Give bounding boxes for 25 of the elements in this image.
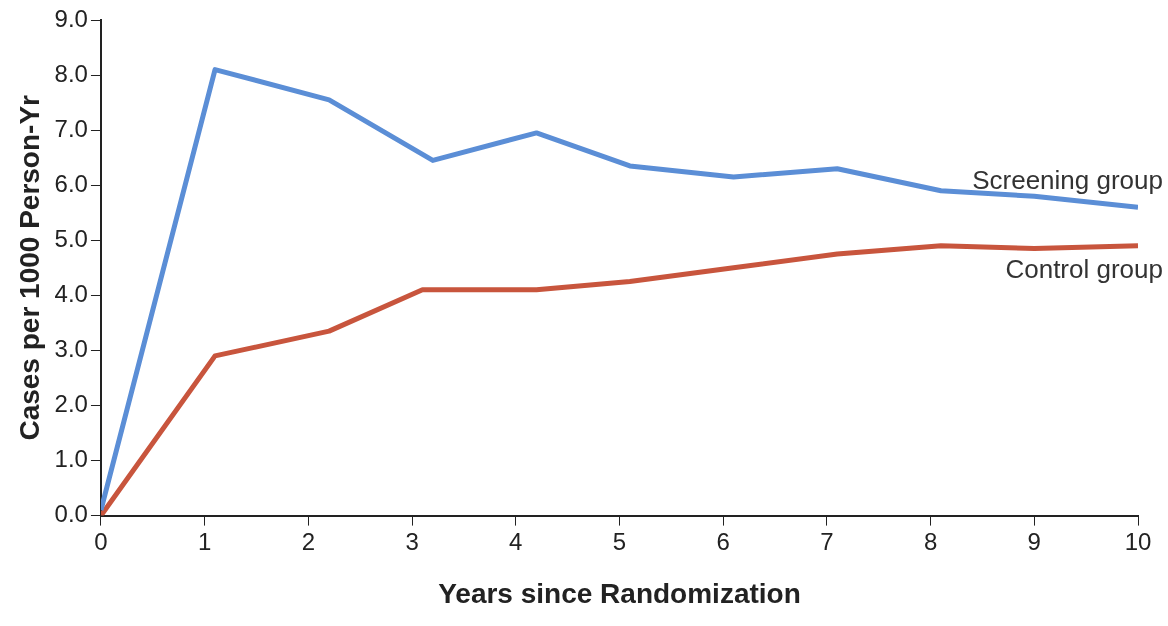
y-tick-label: 3.0 bbox=[54, 335, 88, 363]
x-axis-title: Years since Randomization bbox=[438, 577, 801, 609]
x-tick-label: 9 bbox=[1027, 527, 1041, 555]
series-label: Screening group bbox=[972, 165, 1163, 196]
x-tick-label: 2 bbox=[301, 527, 316, 555]
y-tick-label: 6.0 bbox=[54, 169, 88, 197]
x-tick-label: 10 bbox=[1124, 527, 1152, 555]
x-tick-label: 5 bbox=[612, 527, 627, 555]
x-tick-label: 4 bbox=[509, 527, 523, 555]
x-tick-label: 6 bbox=[716, 527, 730, 555]
y-tick-label: 2.0 bbox=[54, 390, 88, 418]
y-tick-label: 1.0 bbox=[54, 445, 88, 473]
x-tick-label: 7 bbox=[820, 527, 834, 555]
series-label: Control group bbox=[1005, 253, 1163, 284]
x-tick-label: 8 bbox=[923, 527, 938, 555]
y-tick-label: 5.0 bbox=[54, 224, 88, 252]
x-tick-label: 1 bbox=[197, 527, 212, 555]
y-tick-label: 0.0 bbox=[54, 500, 88, 528]
y-tick-label: 8.0 bbox=[54, 59, 88, 87]
y-axis-title: Cases per 1000 Person-Yr bbox=[13, 94, 45, 441]
y-tick-label: 4.0 bbox=[54, 279, 88, 307]
y-tick-label: 7.0 bbox=[54, 114, 88, 142]
y-tick-label: 9.0 bbox=[54, 4, 88, 32]
x-tick-label: 3 bbox=[405, 527, 419, 555]
x-tick-label: 0 bbox=[94, 527, 108, 555]
